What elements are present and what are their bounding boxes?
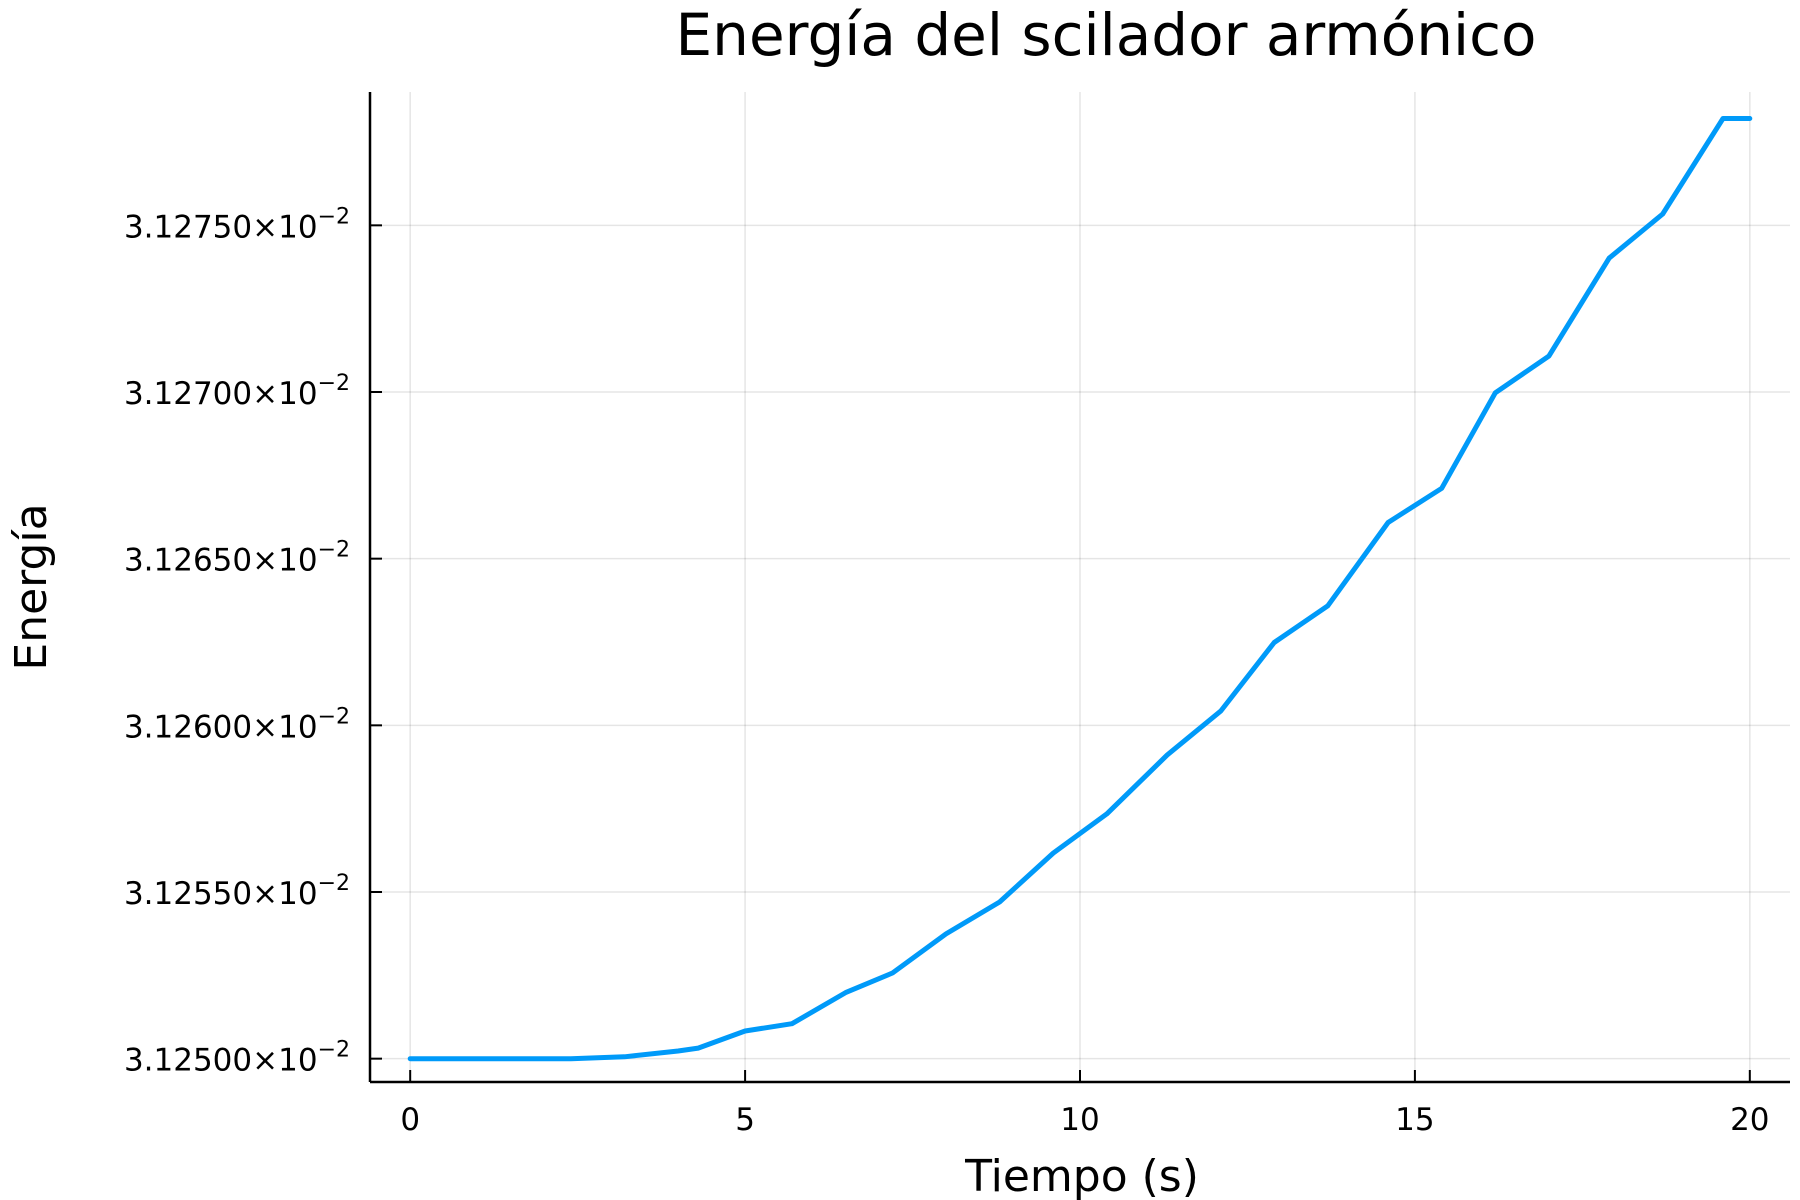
y-tick-exponent: −2 — [318, 871, 350, 896]
y-tick-mantissa: 3.12650×10 — [124, 543, 318, 579]
y-tick-exponent: −2 — [318, 371, 350, 396]
y-axis-label: Energía — [6, 503, 57, 670]
chart-title: Energía del scilador armónico — [676, 1, 1537, 69]
y-tick-label: 3.12600×10−2 — [124, 704, 350, 745]
grid-layer — [370, 92, 1790, 1082]
y-tick-label: 3.12650×10−2 — [124, 538, 350, 579]
x-axis-label: Tiempo (s) — [964, 1151, 1199, 1200]
y-tick-mantissa: 3.12500×10 — [124, 1043, 318, 1079]
y-tick-exponent: −2 — [318, 204, 350, 229]
y-tick-mantissa: 3.12700×10 — [124, 376, 318, 412]
y-tick-label: 3.12700×10−2 — [124, 371, 350, 412]
y-tick-label: 3.12500×10−2 — [124, 1038, 350, 1079]
y-tick-exponent: −2 — [318, 1038, 350, 1063]
x-tick-label: 10 — [1060, 1102, 1099, 1138]
tick-layer: 0 5 10 15 203.12500×10−23.12550×10−23.12600×… — [124, 204, 1770, 1138]
y-tick-label: 3.12550×10−2 — [124, 871, 350, 912]
x-tick-label: 20 — [1730, 1102, 1769, 1138]
y-tick-label: 3.12750×10−2 — [124, 204, 350, 245]
y-tick-mantissa: 3.12750×10 — [124, 209, 318, 245]
x-tick-label: 0 — [400, 1102, 420, 1138]
y-tick-mantissa: 3.12600×10 — [124, 709, 318, 745]
y-tick-exponent: −2 — [318, 538, 350, 563]
y-tick-exponent: −2 — [318, 704, 350, 729]
energy-series-line — [407, 116, 1753, 1062]
x-tick-label: 15 — [1395, 1102, 1434, 1138]
series-layer — [407, 116, 1753, 1062]
y-tick-mantissa: 3.12550×10 — [124, 876, 318, 912]
x-tick-label: 5 — [735, 1102, 755, 1138]
